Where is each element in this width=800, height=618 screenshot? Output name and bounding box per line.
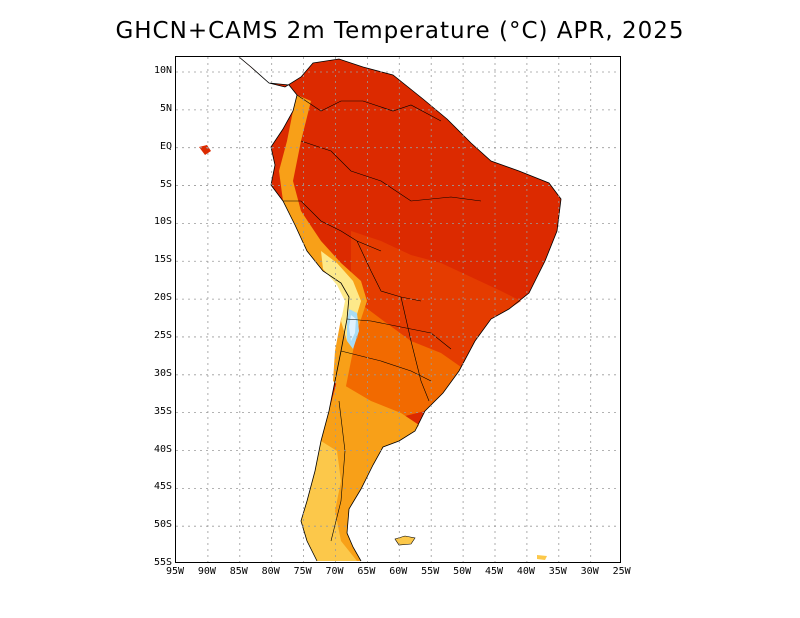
lon-tick-label: 40W [516, 566, 535, 577]
map-panel [175, 56, 621, 563]
lat-tick-label: 10N [153, 65, 172, 76]
lat-tick-label: 5N [159, 102, 172, 114]
lon-tick-label: 95W [165, 566, 185, 577]
lon-tick-label: 50W [453, 566, 472, 577]
lon-tick-label: 90W [197, 566, 216, 577]
lat-tick-label: 35S [153, 405, 172, 417]
coastline [238, 57, 562, 562]
lon-tick-label: 45W [484, 566, 504, 577]
lon-tick-label: 30W [580, 566, 599, 577]
lat-tick-label: EQ [159, 140, 172, 152]
lat-tick-label: 50S [153, 519, 172, 531]
falkland-islands [394, 535, 416, 546]
lat-tick-label: 55S [153, 557, 172, 569]
lon-tick-label: 25W [612, 566, 631, 577]
lat-tick-label: 30S [153, 367, 172, 379]
lon-tick-label: 75W [293, 566, 312, 577]
south-georgia [537, 555, 547, 560]
lon-tick-label: 65W [357, 566, 376, 577]
lon-tick-label: 70W [325, 566, 344, 577]
country-borders [283, 94, 482, 542]
lon-tick-label: 55W [421, 566, 440, 577]
lat-tick-label: 10S [153, 216, 172, 228]
lon-tick-label: 60W [389, 566, 408, 577]
lat-tick-label: 45S [153, 481, 172, 493]
lat-tick-label: 40S [153, 443, 172, 455]
lat-tick-label: 20S [153, 292, 172, 304]
andes-freezing [349, 315, 356, 341]
chart-title: GHCN+CAMS 2m Temperature (°C) APR, 2025 [115, 18, 685, 44]
lon-tick-label: 85W [229, 566, 248, 577]
lon-tick-label: 80W [261, 566, 280, 577]
lon-tick-label: 35W [548, 566, 567, 577]
lat-tick-label: 5S [159, 178, 172, 190]
galapagos-islands [199, 145, 211, 155]
temperature-map [176, 57, 620, 562]
lat-tick-label: 25S [153, 329, 172, 341]
lat-tick-label: 15S [153, 254, 172, 266]
